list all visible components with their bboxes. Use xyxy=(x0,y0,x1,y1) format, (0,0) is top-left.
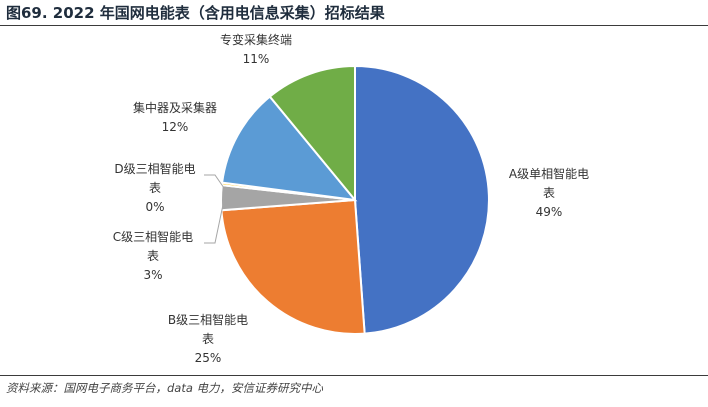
pie-slice xyxy=(354,64,490,335)
source-note: 资料来源：国网电子商务平台，data 电力，安信证券研究中心 xyxy=(6,381,324,395)
slice-data-label: C级三相智能电表 3% xyxy=(113,229,193,282)
label-leader-line xyxy=(204,174,225,189)
source-rule xyxy=(0,375,708,376)
title-underline xyxy=(0,25,708,26)
pie-slice xyxy=(268,64,356,203)
label-leader-line xyxy=(204,199,225,244)
slice-data-label: D级三相智能电表 0% xyxy=(114,161,195,214)
pie-slice xyxy=(220,198,366,335)
pie-slice xyxy=(221,95,358,202)
slice-data-label: 集中器及采集器 12% xyxy=(133,100,217,134)
figure-title: 图69. 2022 年国网电能表（含用电信息采集）招标结果 xyxy=(6,4,385,22)
slice-data-label: 专变采集终端 11% xyxy=(220,32,292,66)
slice-data-label: A级单相智能电表 49% xyxy=(509,166,589,219)
slice-data-label: B级三相智能电表 25% xyxy=(168,312,248,365)
